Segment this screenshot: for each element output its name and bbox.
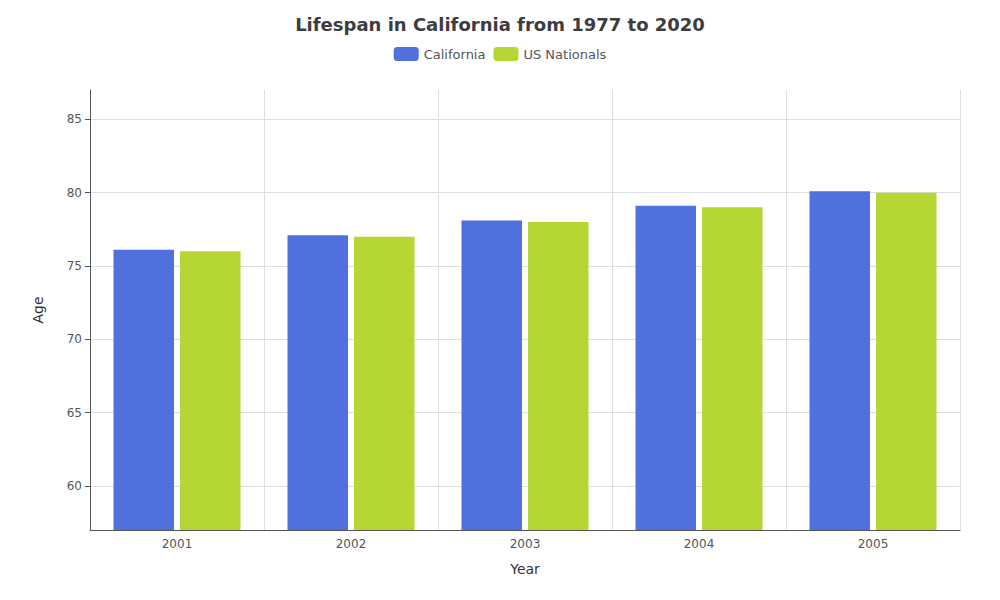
svg-text:Age: Age xyxy=(30,296,46,323)
svg-text:California: California xyxy=(424,47,486,62)
svg-text:Lifespan in California from 19: Lifespan in California from 1977 to 2020 xyxy=(295,14,705,35)
svg-text:70: 70 xyxy=(67,332,82,346)
svg-text:65: 65 xyxy=(67,406,82,420)
svg-text:80: 80 xyxy=(67,186,82,200)
svg-text:2003: 2003 xyxy=(510,537,541,551)
svg-text:US Nationals: US Nationals xyxy=(523,47,606,62)
svg-text:2004: 2004 xyxy=(684,537,715,551)
svg-text:2005: 2005 xyxy=(858,537,889,551)
svg-text:85: 85 xyxy=(67,112,82,126)
svg-text:Year: Year xyxy=(509,561,540,577)
svg-text:60: 60 xyxy=(67,479,82,493)
svg-text:2001: 2001 xyxy=(162,537,193,551)
svg-text:75: 75 xyxy=(67,259,82,273)
svg-text:2002: 2002 xyxy=(336,537,367,551)
